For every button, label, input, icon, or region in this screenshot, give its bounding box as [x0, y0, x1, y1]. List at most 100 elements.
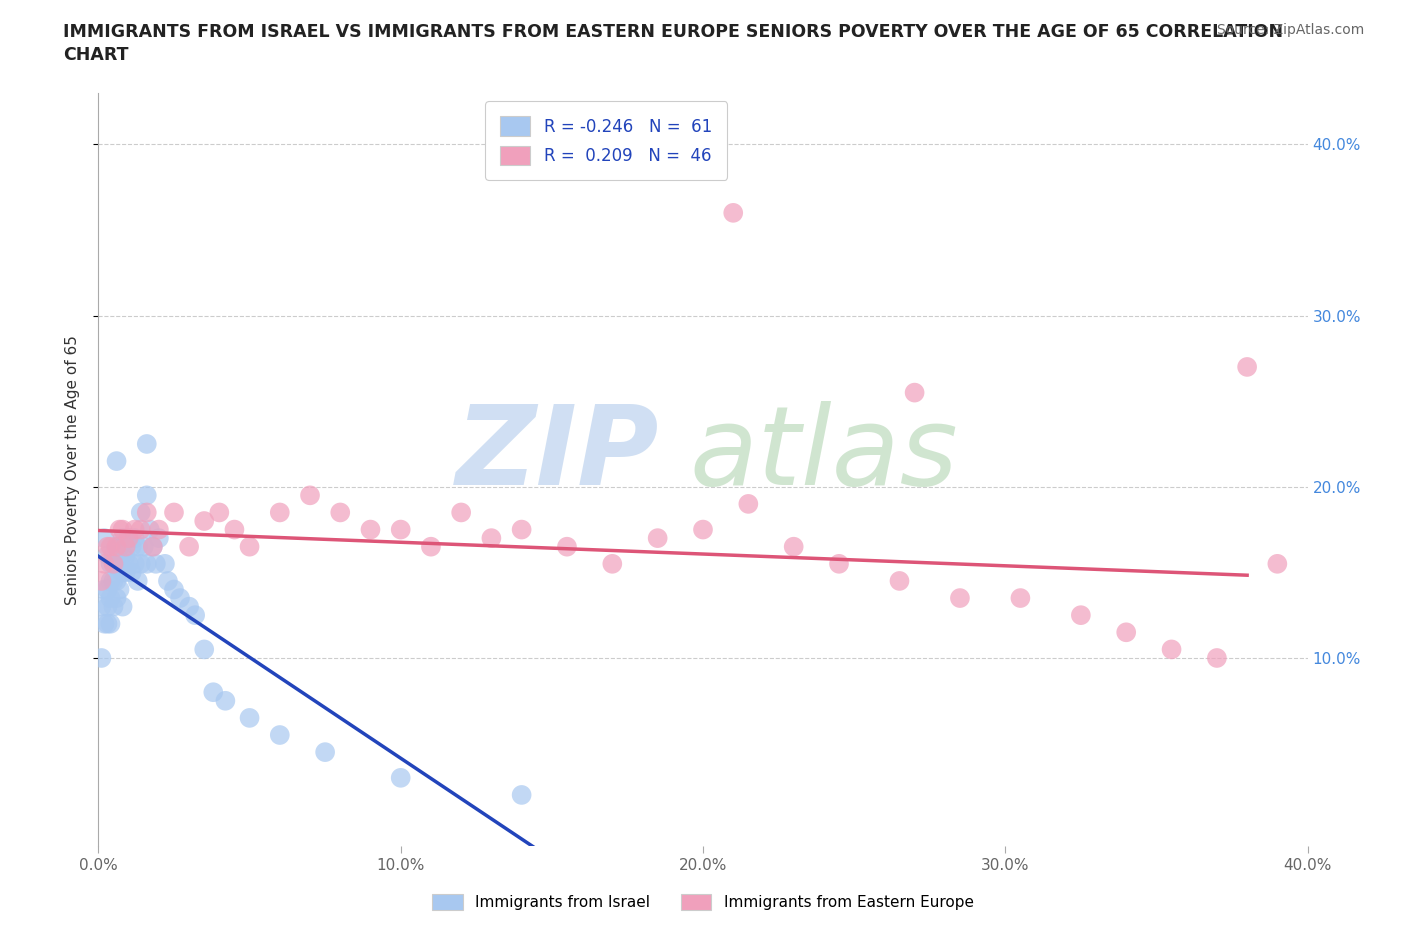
Point — [510, 522, 533, 537]
Point — [90, 574, 112, 589]
Point — [118, 531, 141, 546]
Point — [96, 548, 118, 563]
Point — [360, 522, 382, 537]
Point — [224, 522, 246, 537]
Point — [179, 539, 201, 554]
Point — [145, 556, 167, 571]
Point — [129, 505, 152, 520]
Point — [239, 539, 262, 554]
Text: Source: ZipAtlas.com: Source: ZipAtlas.com — [1216, 23, 1364, 37]
Point — [904, 385, 927, 400]
Point — [93, 582, 115, 597]
Point — [481, 531, 503, 546]
Point — [153, 556, 176, 571]
Point — [124, 522, 146, 537]
Point — [100, 574, 122, 589]
Point — [269, 727, 291, 742]
Point — [214, 694, 236, 709]
Point — [96, 617, 118, 631]
Point — [93, 531, 115, 546]
Point — [111, 565, 134, 579]
Point — [108, 539, 131, 554]
Point — [1160, 642, 1182, 657]
Point — [193, 513, 215, 528]
Point — [389, 522, 412, 537]
Point — [889, 574, 911, 589]
Point — [737, 497, 759, 512]
Text: ZIP: ZIP — [456, 401, 659, 508]
Point — [163, 582, 186, 597]
Point — [132, 539, 155, 554]
Point — [269, 505, 291, 520]
Point — [105, 539, 128, 554]
Point — [105, 454, 128, 469]
Point — [118, 556, 141, 571]
Point — [142, 539, 165, 554]
Text: atlas: atlas — [689, 401, 959, 508]
Point — [179, 599, 201, 614]
Point — [103, 574, 125, 589]
Point — [692, 522, 714, 537]
Point — [156, 574, 179, 589]
Point — [510, 788, 533, 803]
Point — [129, 556, 152, 571]
Point — [139, 522, 162, 537]
Point — [90, 599, 112, 614]
Point — [193, 642, 215, 657]
Point — [208, 505, 231, 520]
Point — [389, 770, 412, 785]
Point — [135, 436, 157, 451]
Point — [329, 505, 352, 520]
Point — [1115, 625, 1137, 640]
Point — [148, 531, 170, 546]
Point — [124, 556, 146, 571]
Point — [450, 505, 472, 520]
Point — [135, 488, 157, 503]
Point — [105, 591, 128, 605]
Point — [239, 711, 262, 725]
Point — [105, 539, 128, 554]
Point — [127, 574, 149, 589]
Point — [184, 607, 207, 622]
Point — [111, 522, 134, 537]
Point — [100, 617, 122, 631]
Point — [135, 556, 157, 571]
Point — [111, 599, 134, 614]
Point — [1206, 651, 1229, 666]
Point — [1010, 591, 1032, 605]
Point — [163, 505, 186, 520]
Point — [105, 574, 128, 589]
Point — [142, 539, 165, 554]
Point — [1236, 360, 1258, 375]
Point — [96, 539, 118, 554]
Y-axis label: Seniors Poverty Over the Age of 65: Seniors Poverty Over the Age of 65 — [65, 335, 80, 604]
Point — [783, 539, 806, 554]
Point — [169, 591, 191, 605]
Point — [202, 684, 225, 699]
Point — [108, 582, 131, 597]
Point — [100, 591, 122, 605]
Point — [100, 539, 122, 554]
Point — [127, 539, 149, 554]
Point — [93, 617, 115, 631]
Point — [100, 556, 122, 571]
Point — [103, 599, 125, 614]
Point — [148, 522, 170, 537]
Point — [129, 522, 152, 537]
Point — [121, 539, 143, 554]
Point — [103, 548, 125, 563]
Legend: Immigrants from Israel, Immigrants from Eastern Europe: Immigrants from Israel, Immigrants from … — [425, 886, 981, 918]
Point — [114, 548, 136, 563]
Point — [121, 565, 143, 579]
Text: CHART: CHART — [63, 46, 129, 63]
Point — [299, 488, 322, 503]
Point — [96, 582, 118, 597]
Point — [105, 556, 128, 571]
Point — [1267, 556, 1289, 571]
Point — [114, 539, 136, 554]
Point — [96, 599, 118, 614]
Point — [420, 539, 443, 554]
Point — [828, 556, 851, 571]
Point — [949, 591, 972, 605]
Point — [314, 745, 336, 760]
